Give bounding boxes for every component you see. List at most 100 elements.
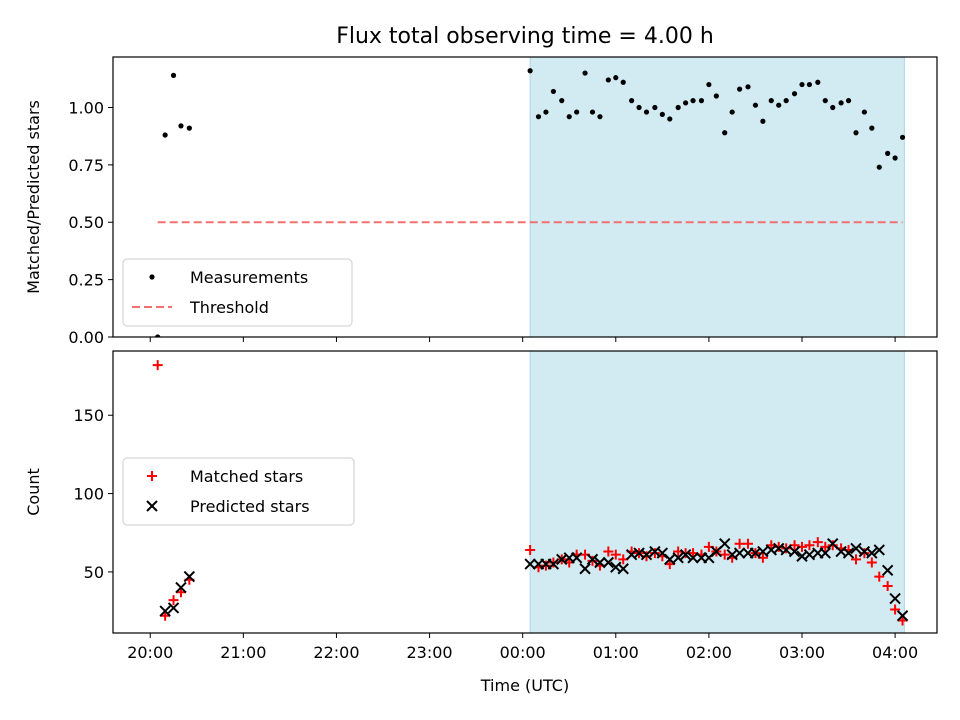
matched-star-point xyxy=(587,555,598,566)
predicted-star-point xyxy=(594,556,606,569)
predicted-star-point xyxy=(159,605,171,617)
matched-star-point xyxy=(540,560,551,571)
measurement-point xyxy=(885,150,891,156)
measurement-point xyxy=(178,123,184,129)
x-tick-label: 01:00 xyxy=(593,643,639,662)
measurement-point xyxy=(527,68,533,74)
x-axis-label: Time (UTC) xyxy=(480,676,569,695)
measurement-point xyxy=(675,104,681,111)
matched-star-point xyxy=(874,571,885,582)
measurement-point xyxy=(667,116,673,122)
legend-box xyxy=(122,457,355,526)
x-tick-label: 23:00 xyxy=(407,643,453,662)
measurement-point xyxy=(535,114,542,120)
measurement-point xyxy=(768,98,774,104)
matched-star-point xyxy=(890,604,901,615)
predicted-star-point xyxy=(547,558,560,570)
measurement-point xyxy=(659,111,665,117)
measurement-point xyxy=(861,109,867,115)
measurement-point xyxy=(643,109,650,115)
chart-title: Flux total observing time = 4.00 h xyxy=(336,24,714,49)
measurement-point xyxy=(652,104,658,111)
predicted-star-point xyxy=(183,570,196,583)
measurement-point xyxy=(559,98,565,104)
measurement-point xyxy=(830,104,836,111)
matched-star-point xyxy=(152,360,163,371)
measurement-point xyxy=(706,81,712,88)
predicted-star-point xyxy=(733,547,746,559)
matched-star-point xyxy=(525,544,536,555)
measurement-point xyxy=(799,81,805,88)
measurement-point xyxy=(722,130,728,136)
predicted-star-point xyxy=(167,602,180,614)
legend: Matched stars Predicted stars xyxy=(122,457,355,526)
measurement-point xyxy=(543,109,549,115)
measurement-point xyxy=(162,132,168,138)
measurement-point xyxy=(752,102,759,108)
measurement-point xyxy=(876,164,882,170)
measurement-point xyxy=(892,155,898,161)
predicted-star-point xyxy=(640,548,653,561)
y-axis-label: Matched/Predicted stars xyxy=(24,100,43,294)
matched-star-point xyxy=(548,557,559,568)
x-tick-label: 21:00 xyxy=(220,643,266,662)
y-tick-label: 0.25 xyxy=(68,271,104,290)
legend-entry-label: Predicted stars xyxy=(190,497,310,516)
predicted-star-point xyxy=(881,564,894,577)
measurement-point xyxy=(845,98,852,104)
measurement-point xyxy=(582,70,588,76)
y-tick-label: 0.75 xyxy=(68,156,104,175)
predicted-star-point xyxy=(866,547,878,559)
predicted-star-point xyxy=(524,558,536,570)
measurement-point xyxy=(806,81,813,88)
predicted-star-point xyxy=(889,592,901,605)
x-tick-label: 20:00 xyxy=(127,643,173,662)
legend-entry-label: Threshold xyxy=(189,298,269,317)
x-tick-label: 04:00 xyxy=(872,643,918,662)
measurement-point xyxy=(566,114,572,120)
matched-star-point xyxy=(168,595,179,606)
measurement-point xyxy=(737,86,743,92)
legend-swatch-cross xyxy=(146,500,158,512)
y-tick-label: 1.00 xyxy=(68,98,104,117)
predicted-star-point xyxy=(819,547,831,559)
y-tick-label: 50 xyxy=(84,563,104,582)
measurement-point xyxy=(589,109,596,115)
predicted-star-point xyxy=(570,552,583,564)
measurement-point xyxy=(698,98,705,104)
predicted-star-point xyxy=(842,547,855,559)
matched-star-point xyxy=(734,538,745,549)
predicted-star-point xyxy=(896,610,909,622)
predicted-star-point xyxy=(586,553,599,566)
y-tick-label: 100 xyxy=(73,485,104,504)
y-tick-label: 150 xyxy=(73,406,104,425)
shaded-span xyxy=(529,350,905,634)
measurement-point xyxy=(745,84,751,90)
matched-star-point xyxy=(812,537,823,548)
x-tick-label: 02:00 xyxy=(686,643,732,662)
predicted-star-point xyxy=(679,548,692,561)
predicted-star-point xyxy=(617,563,629,575)
measurement-point xyxy=(838,100,844,106)
axes-frame xyxy=(112,350,938,634)
matched-star-point xyxy=(804,540,815,551)
matched-star-point xyxy=(827,540,838,551)
predicted-star-point xyxy=(175,581,187,594)
count-panel: 50 100 150 20:00 21:00 22:00 23:00 00:00 01:00 02… xyxy=(24,350,938,695)
y-tick-label: 0.50 xyxy=(68,213,104,232)
measurement-point xyxy=(783,98,789,104)
x-tick-label: 03:00 xyxy=(779,643,825,662)
plot-area xyxy=(155,68,906,337)
ratio-panel: 0.00 0.25 0.50 0.75 1.00 Matched/Predicted st… xyxy=(24,56,938,347)
plot-area xyxy=(152,360,909,626)
measurement-point xyxy=(776,102,782,108)
legend-swatch-plus xyxy=(147,471,157,481)
predicted-star-point xyxy=(788,545,801,558)
legend-swatch-dot xyxy=(149,274,155,280)
matched-star-point xyxy=(719,549,730,560)
measurement-point xyxy=(713,93,719,99)
x-tick-label: 00:00 xyxy=(500,643,546,662)
measurement-point xyxy=(791,91,798,97)
measurement-point xyxy=(186,125,192,131)
measurement-point xyxy=(155,334,161,337)
